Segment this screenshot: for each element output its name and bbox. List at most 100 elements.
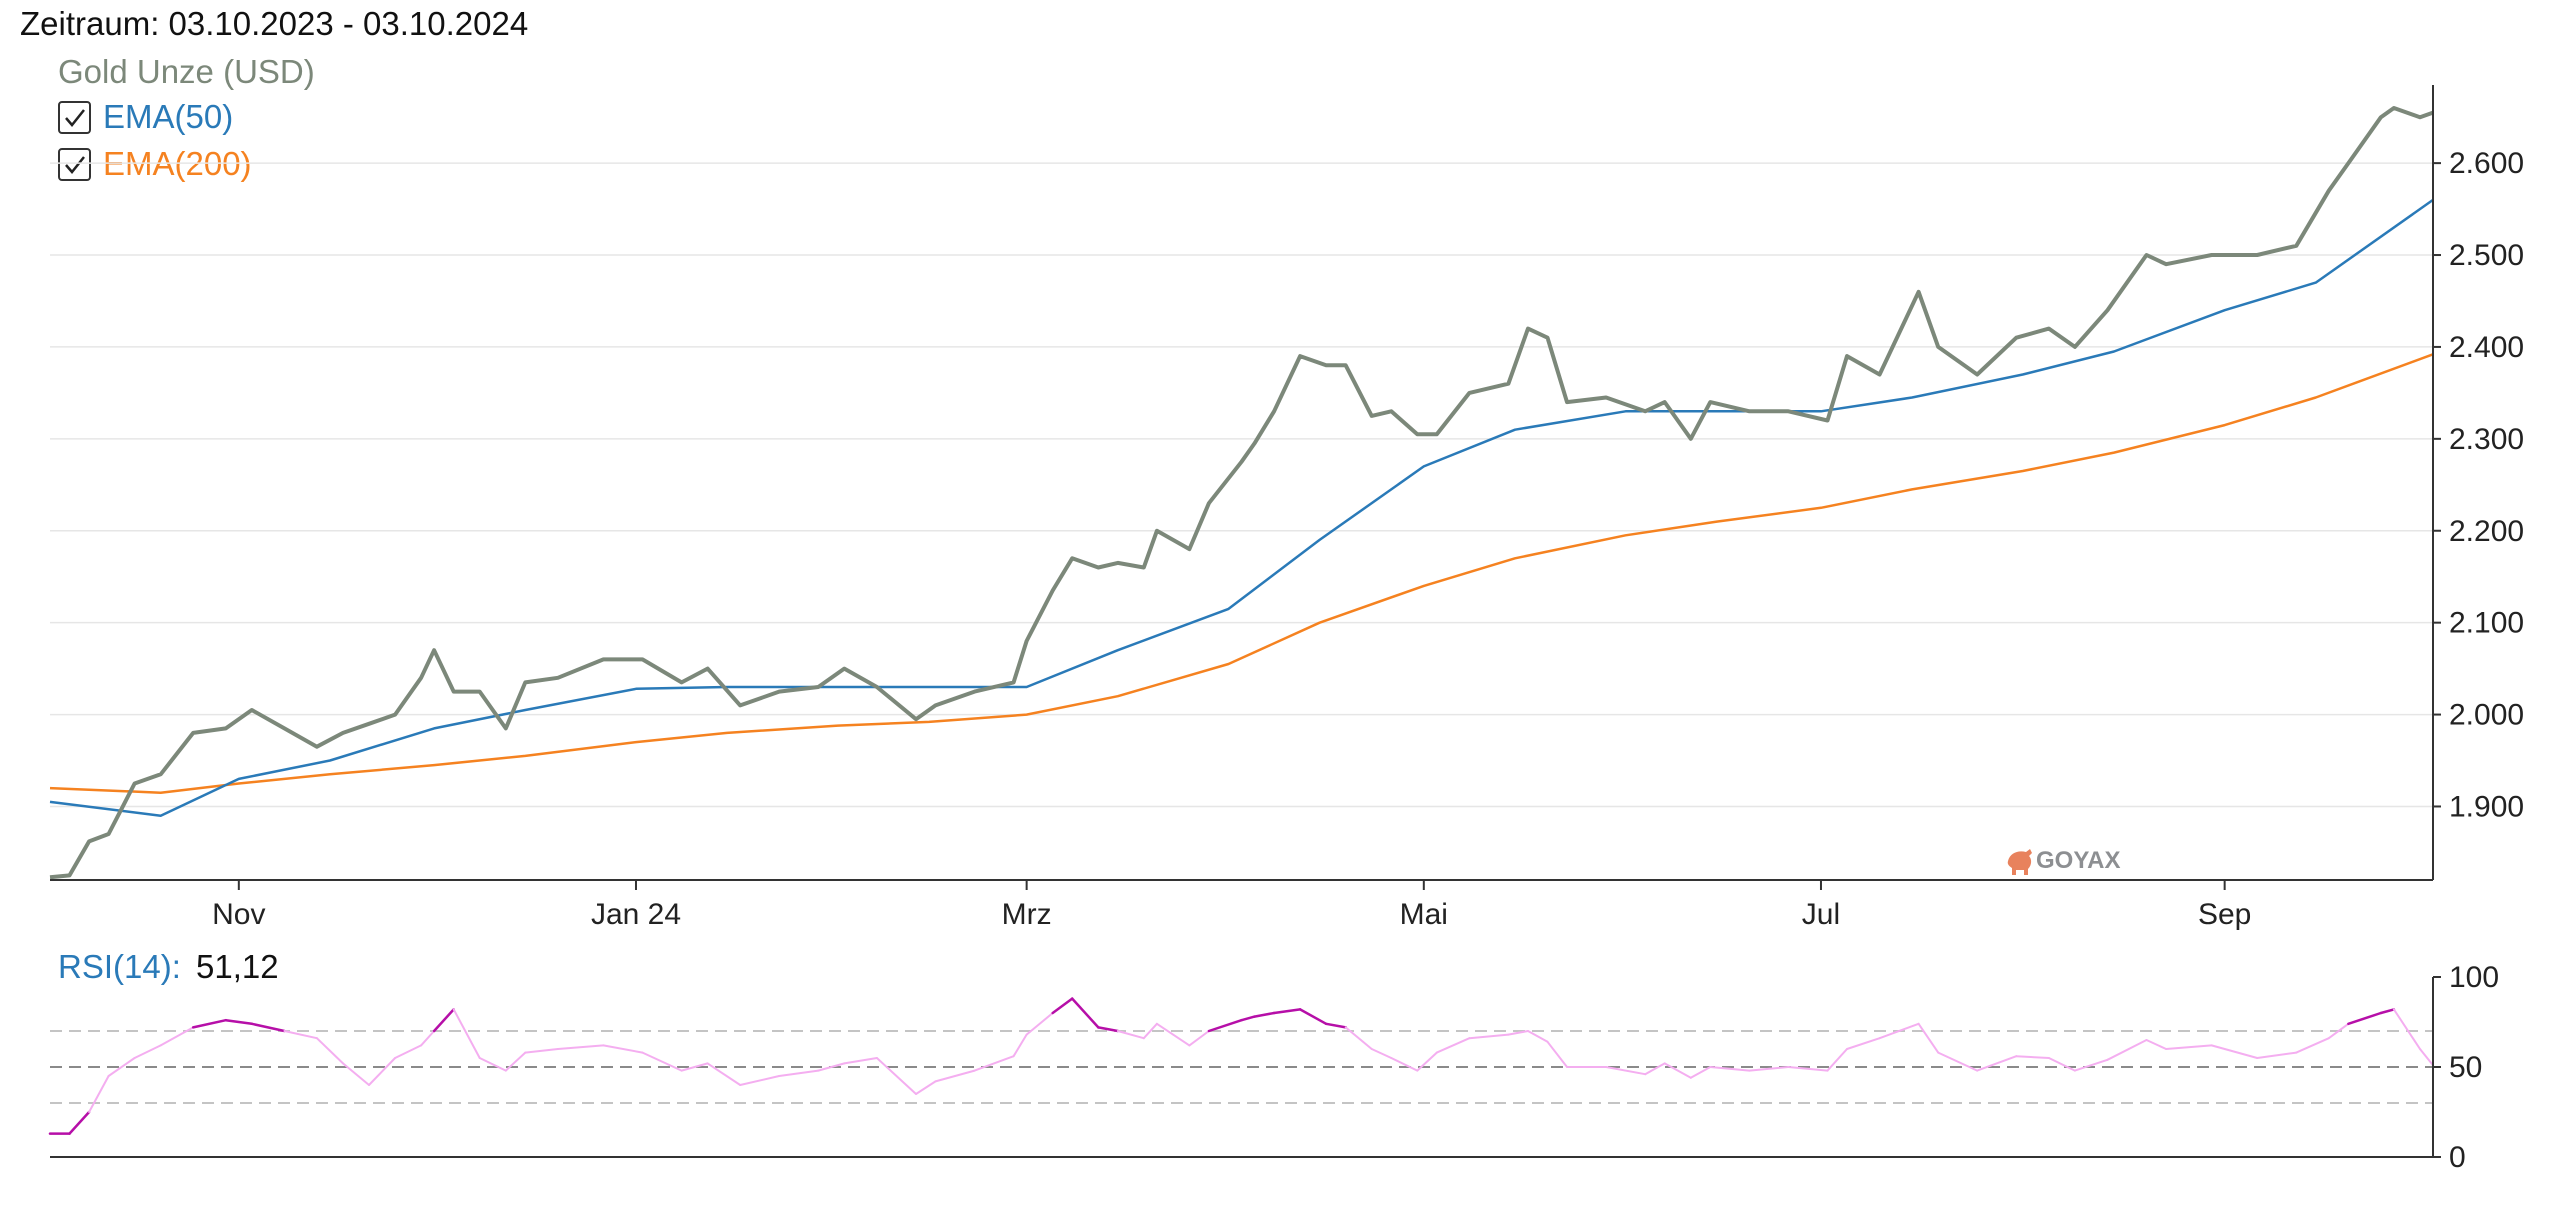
- rsi-segment: [504, 1051, 527, 1072]
- rsi-segment: [1155, 1022, 1191, 1047]
- legend-label-ema50[interactable]: EMA(50): [103, 98, 233, 135]
- rsi-segment: [1507, 1030, 1529, 1036]
- rsi-segment: [1344, 1026, 1373, 1050]
- gold-price-line: [49, 106, 2434, 880]
- rsi-segment: [1748, 1066, 1790, 1072]
- rsi-segment: [2295, 1037, 2330, 1054]
- rsi-segment: [524, 1048, 559, 1054]
- rsi-segment: [1253, 1011, 1276, 1018]
- rsi-segment: [1435, 1037, 1471, 1054]
- rsi-segment: [1070, 997, 1100, 1029]
- y-tick-label: 2.500: [2449, 239, 2524, 272]
- rsi-segment: [342, 1062, 370, 1086]
- rsi-segment: [1663, 1062, 1692, 1079]
- rsi-segment: [191, 1018, 228, 1029]
- rsi-segment: [2106, 1039, 2148, 1061]
- x-tick-label: Mrz: [1002, 898, 1052, 931]
- rsi-segment: [2379, 1008, 2396, 1015]
- rsi-y-tick-label: 100: [2449, 961, 2499, 994]
- x-tick-label: Sep: [2198, 898, 2251, 931]
- y-tick-label: 1.900: [2449, 790, 2524, 823]
- rsi-segment: [875, 1057, 917, 1095]
- rsi-segment: [452, 1008, 481, 1059]
- rsi-segment: [2165, 1044, 2213, 1050]
- rsi-segment: [1272, 1008, 1302, 1015]
- rsi-segment: [1709, 1066, 1751, 1072]
- x-tick-label: Jan 24: [591, 898, 681, 931]
- rsi-segment: [1207, 1018, 1243, 1033]
- rsi-value: 51,12: [196, 948, 279, 985]
- rsi-segment: [133, 1044, 162, 1059]
- rsi-segment: [1012, 1033, 1028, 1058]
- rsi-y-tick-label: 50: [2449, 1051, 2482, 1084]
- rsi-segment: [420, 1030, 436, 1047]
- rsi-segment: [843, 1057, 878, 1065]
- rsi-segment: [1468, 1033, 1510, 1040]
- ema50-line: [49, 198, 2434, 817]
- price-axes: 1.900 2.000 2.100 2.200 2.300 2.400 2.500 2.600…: [50, 85, 2524, 931]
- rsi-segment: [2347, 1011, 2383, 1026]
- goyax-watermark: GOYAX: [2007, 847, 2120, 875]
- rsi-segment: [1298, 1008, 1328, 1026]
- rsi-segment: [1097, 1026, 1120, 1033]
- rsi-segment: [2015, 1055, 2050, 1059]
- rsi-segment: [224, 1018, 254, 1026]
- rsi-segment: [556, 1044, 605, 1050]
- rsi-segment: [1605, 1066, 1647, 1076]
- rsi-segment: [706, 1062, 742, 1086]
- rsi-segment: [1188, 1030, 1210, 1047]
- rsi-segment: [88, 1075, 110, 1113]
- rsi-segment: [478, 1057, 507, 1072]
- x-tick-label: Nov: [212, 898, 265, 931]
- rsi-segment: [1142, 1022, 1158, 1040]
- rsi-segment: [1826, 1048, 1848, 1072]
- y-tick-label: 2.400: [2449, 331, 2524, 364]
- price-series: [49, 106, 2434, 880]
- legend-item-ema50[interactable]: EMA(50): [58, 98, 233, 135]
- checkmark-icon: [65, 109, 85, 127]
- y-tick-label: 2.200: [2449, 515, 2524, 548]
- ema200-checkbox[interactable]: [58, 148, 91, 181]
- x-tick-label: Mai: [1400, 898, 1448, 931]
- rsi-segment: [1370, 1048, 1393, 1059]
- rsi-segment: [1324, 1022, 1347, 1029]
- rsi-segment: [1878, 1022, 1920, 1040]
- y-tick-label: 2.600: [2449, 147, 2524, 180]
- y-tick-label: 2.300: [2449, 423, 2524, 456]
- y-tick-label: 2.000: [2449, 699, 2524, 732]
- rsi-axes: 0 50 100: [50, 961, 2499, 1174]
- rsi-segment: [973, 1055, 1015, 1072]
- rsi-segment: [1787, 1066, 1829, 1072]
- rsi-segment: [1644, 1062, 1666, 1076]
- rsi-segment: [1937, 1051, 1979, 1072]
- period-label: Zeitraum: 03.10.2023 - 03.10.2024: [20, 5, 528, 42]
- rsi-segment: [1917, 1022, 1940, 1054]
- rsi-segment: [107, 1057, 136, 1077]
- rsi-y-tick-label: 0: [2449, 1141, 2466, 1174]
- rsi-segment: [2392, 1008, 2421, 1050]
- rsi-segment: [739, 1075, 781, 1086]
- rsi-segment: [2210, 1044, 2259, 1059]
- rsi-segment: [1527, 1030, 1549, 1043]
- rsi-segment: [2256, 1051, 2298, 1059]
- watermark-text: GOYAX: [2036, 847, 2120, 874]
- rsi-segment: [2145, 1039, 2168, 1050]
- rsi-segment: [680, 1062, 709, 1072]
- rsi-segment: [1689, 1066, 1712, 1079]
- checkmark-icon: [65, 156, 85, 174]
- ema50-checkbox[interactable]: [58, 101, 91, 134]
- rsi-segment: [394, 1044, 423, 1059]
- rsi-segment: [1546, 1040, 1568, 1068]
- x-tick-label: Jul: [1802, 898, 1840, 931]
- rsi-segment: [817, 1062, 846, 1072]
- rsi-series: [48, 997, 2434, 1135]
- rsi-segment: [432, 1008, 455, 1033]
- rsi-segment: [2047, 1057, 2076, 1072]
- price-grid: [50, 162, 2433, 808]
- rsi-segment: [315, 1037, 344, 1065]
- rsi-label: RSI(14):: [58, 948, 181, 985]
- rsi-segment: [1390, 1057, 1419, 1072]
- rsi-header: RSI(14): 51,12: [58, 948, 279, 985]
- rsi-segment: [68, 1110, 91, 1135]
